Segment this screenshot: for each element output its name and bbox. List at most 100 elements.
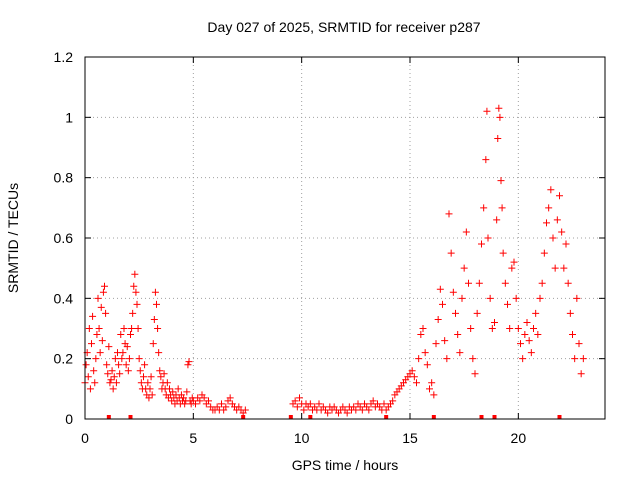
y-tick-label: 1 [65,109,73,125]
data-point [123,343,131,351]
data-point [86,385,94,393]
data-point [144,379,152,387]
data-point [99,288,107,296]
data-point [504,300,511,308]
y-tick-label: 0.2 [54,351,74,367]
data-point [432,340,440,348]
data-point [508,264,516,272]
data-point [491,318,498,326]
data-point [146,385,154,393]
data-point [469,355,477,363]
data-point [484,234,492,242]
data-point [553,216,561,224]
data-point [124,367,132,375]
data-point [564,279,572,287]
data-point [352,406,360,414]
gap-marker [492,415,497,419]
grid-lines [85,57,605,419]
data-point [483,107,491,115]
data-point [480,204,488,212]
data-point [91,379,99,387]
data-point [132,288,140,296]
data-point [562,240,570,248]
data-point [155,349,163,357]
data-point [163,379,171,387]
data-point [543,219,550,227]
data-point [109,385,117,393]
data-point [157,373,165,381]
data-point [571,355,579,363]
data-point [205,397,212,405]
data-point [558,228,566,236]
data-point [306,400,314,408]
gap-marker [557,415,562,419]
data-point [527,349,535,357]
x-tick-label: 15 [402,430,418,446]
data-point [365,406,373,414]
data-point [530,325,537,332]
data-point [324,409,332,417]
data-point [460,264,468,272]
gap-marker [308,415,313,419]
data-point [419,325,427,332]
data-point [408,367,416,375]
data-point [426,385,433,393]
data-point [521,331,529,339]
data-point [517,340,524,348]
data-point [103,361,111,369]
data-point [174,385,182,393]
data-point [300,406,308,414]
data-point [560,264,568,272]
data-point [434,315,442,323]
data-point [512,294,520,302]
data-point [556,192,563,200]
data-point [547,186,555,194]
data-point [488,325,496,332]
data-point [380,400,388,408]
y-tick-labels: 0 0.2 0.4 0.6 0.8 1 1.2 [54,49,74,427]
gap-marker [479,415,484,419]
data-point [525,337,533,345]
data-point [462,228,470,236]
data-point [389,397,397,405]
data-point [95,325,103,332]
gap-marker [128,415,133,419]
x-tick-label: 0 [81,430,89,446]
data-point [465,279,472,287]
data-point [475,279,483,287]
data-point [449,288,457,296]
data-point [89,312,97,320]
data-point [116,370,124,378]
data-point [135,355,143,363]
data-point [101,282,108,290]
data-point [577,370,585,378]
data-point [514,325,522,332]
data-point [482,156,490,164]
data-point [120,325,128,332]
data-point [169,388,177,396]
data-point [102,309,110,317]
data-point [147,373,155,381]
data-point [458,294,466,302]
data-point [94,294,102,302]
data-point [222,403,230,411]
data-point [538,279,546,287]
data-point [156,367,164,375]
x-tick-label: 20 [511,430,527,446]
x-tick-label: 5 [189,430,197,446]
data-point [93,331,101,339]
data-point [315,400,323,408]
data-point [104,370,112,378]
data-point [125,355,133,363]
data-point [122,361,130,369]
data-point [291,397,299,405]
data-point [184,361,192,369]
data-point [96,349,104,357]
gap-marker [288,415,293,419]
x-tick-labels: 0 5 10 15 20 [81,430,526,446]
data-point [192,400,199,408]
data-point [218,400,225,408]
data-point [153,300,160,308]
data-point [127,331,134,339]
